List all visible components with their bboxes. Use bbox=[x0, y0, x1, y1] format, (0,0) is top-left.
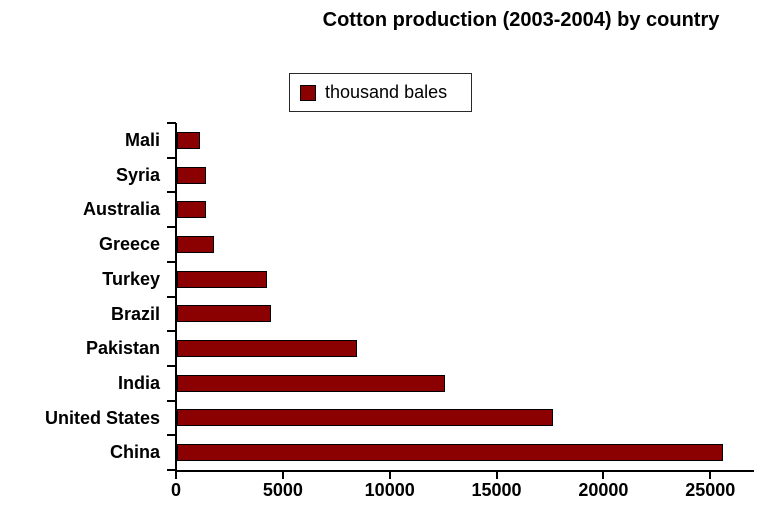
category-label: Pakistan bbox=[85, 338, 160, 359]
y-axis-tick bbox=[167, 226, 176, 229]
category-label: Australia bbox=[82, 199, 160, 220]
y-axis-tick bbox=[167, 399, 176, 402]
x-tick-label: 5000 bbox=[262, 480, 303, 500]
y-axis-tick bbox=[167, 295, 176, 298]
y-axis-tick bbox=[167, 156, 176, 159]
category-label: India bbox=[117, 372, 160, 393]
x-axis-tick bbox=[602, 472, 605, 479]
bar bbox=[177, 201, 207, 219]
y-axis-tick bbox=[167, 122, 176, 124]
y-axis-tick bbox=[167, 469, 176, 471]
x-tick-label: 10000 bbox=[364, 480, 415, 500]
x-axis-tick bbox=[495, 472, 498, 479]
bar bbox=[177, 340, 357, 358]
y-axis-tick bbox=[167, 191, 176, 194]
y-axis-tick bbox=[167, 260, 176, 263]
x-axis-line bbox=[175, 470, 754, 472]
bar bbox=[177, 409, 554, 427]
category-label: Greece bbox=[98, 234, 160, 255]
bar bbox=[177, 235, 214, 253]
bar bbox=[177, 131, 200, 149]
x-tick-label: 0 bbox=[170, 480, 181, 500]
bar bbox=[177, 444, 723, 462]
bar bbox=[177, 166, 206, 184]
y-axis-tick bbox=[167, 434, 176, 437]
x-axis-tick bbox=[281, 472, 284, 479]
category-label: Syria bbox=[115, 164, 160, 185]
x-tick-label: 25000 bbox=[685, 480, 736, 500]
legend-label: thousand bales bbox=[325, 82, 448, 102]
x-axis-tick bbox=[175, 472, 177, 479]
legend-swatch-icon bbox=[300, 84, 316, 101]
x-axis-tick bbox=[388, 472, 391, 479]
category-label: China bbox=[109, 442, 160, 463]
category-label: Turkey bbox=[102, 268, 160, 289]
bar bbox=[177, 374, 446, 392]
category-label: Mali bbox=[124, 130, 160, 150]
bar bbox=[177, 270, 268, 288]
y-axis-tick bbox=[167, 330, 176, 333]
chart-title: Cotton production (2003-2004) by country bbox=[322, 9, 720, 31]
legend: thousand bales bbox=[289, 73, 472, 112]
category-label: Brazil bbox=[110, 303, 160, 324]
y-axis-line bbox=[175, 123, 177, 472]
category-label: United States bbox=[44, 407, 160, 428]
x-tick-label: 20000 bbox=[578, 480, 629, 500]
bar bbox=[177, 305, 272, 323]
x-axis-tick bbox=[709, 472, 712, 479]
y-axis-tick bbox=[167, 364, 176, 367]
x-tick-label: 15000 bbox=[471, 480, 522, 500]
